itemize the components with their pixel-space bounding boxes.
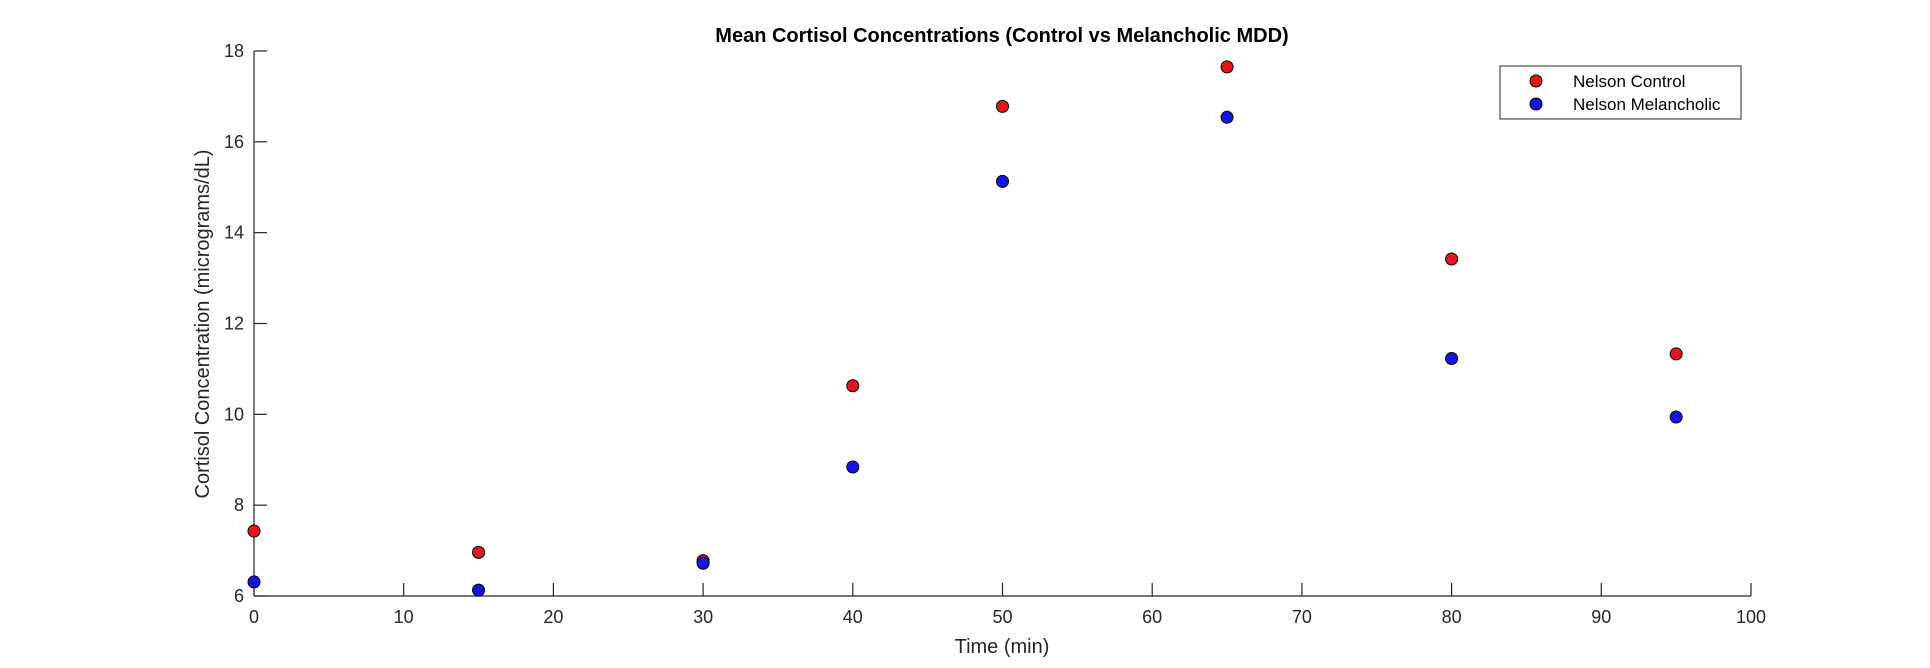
x-tick-label: 90 xyxy=(1591,607,1611,627)
data-point xyxy=(996,174,1009,188)
data-point xyxy=(846,379,860,393)
y-tick-label: 18 xyxy=(224,41,244,61)
legend-entry-label: Nelson Control xyxy=(1573,72,1685,91)
legend-marker xyxy=(1529,74,1543,88)
x-tick-label: 80 xyxy=(1442,607,1462,627)
x-tick-label: 10 xyxy=(394,607,414,627)
y-axis-label: Cortisol Concentration (micrograms/dL) xyxy=(192,149,214,498)
data-points xyxy=(247,60,1683,597)
data-point xyxy=(846,460,860,474)
y-tick-label: 6 xyxy=(234,586,244,606)
x-tick-label: 40 xyxy=(843,607,863,627)
data-point xyxy=(696,556,710,570)
x-tick-label: 50 xyxy=(992,607,1012,627)
axes: 0 10 20 30 40 50 60 70 80 90 100 6 8 10 12 14 16 18 xyxy=(224,41,1766,627)
data-point xyxy=(472,583,486,597)
data-point xyxy=(1445,252,1459,266)
legend: Nelson Control Nelson Melancholic xyxy=(1499,65,1742,120)
data-point xyxy=(247,524,261,538)
y-tick-label: 16 xyxy=(224,132,244,152)
data-point xyxy=(1669,410,1683,424)
series-melancholic xyxy=(247,110,1683,597)
data-point xyxy=(1220,60,1234,74)
x-tick-label: 70 xyxy=(1292,607,1312,627)
y-tick-label: 12 xyxy=(224,314,244,334)
legend-marker xyxy=(1529,97,1543,111)
data-point xyxy=(996,99,1009,113)
data-point xyxy=(1445,351,1459,365)
data-point xyxy=(1669,347,1683,361)
y-tick-label: 10 xyxy=(224,404,244,424)
data-point xyxy=(247,575,261,589)
legend-box xyxy=(1499,65,1742,120)
y-tick-label: 14 xyxy=(224,223,244,243)
x-tick-label: 60 xyxy=(1142,607,1162,627)
data-point xyxy=(472,545,486,559)
chart-title: Mean Cortisol Concentrations (Control vs… xyxy=(715,25,1288,47)
legend-entry-label: Nelson Melancholic xyxy=(1573,95,1721,114)
x-tick-label: 30 xyxy=(693,607,713,627)
x-axis-label: Time (min) xyxy=(955,636,1050,658)
x-tick-label: 100 xyxy=(1736,607,1766,627)
x-tick-label: 0 xyxy=(249,607,259,627)
y-tick-label: 8 xyxy=(234,495,244,515)
data-point xyxy=(1220,110,1234,124)
series-control xyxy=(247,60,1683,568)
x-tick-label: 20 xyxy=(543,607,563,627)
